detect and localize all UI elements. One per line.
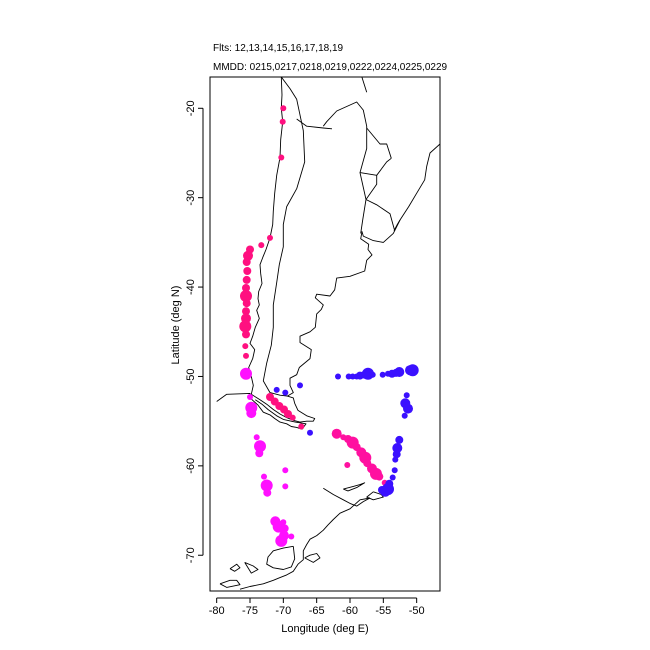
x-tick-label: -65 <box>309 605 325 617</box>
flight-point-1-15 <box>280 524 289 533</box>
flight-point-0-3 <box>267 234 273 241</box>
flight-point-3-33 <box>378 486 386 494</box>
flight-point-1-8 <box>260 479 273 492</box>
flight-point-0-2 <box>278 154 285 161</box>
flight-point-1-7 <box>261 473 267 480</box>
coastline-layer <box>216 77 440 590</box>
flight-point-3-1 <box>282 389 289 396</box>
flight-points-layer <box>239 105 419 547</box>
x-tick-label: -75 <box>242 605 258 617</box>
flight-point-1-11 <box>282 483 289 490</box>
flights-label: Flts: 12,13,14,15,16,17,18,19 <box>213 43 344 54</box>
flight-point-0-0 <box>280 105 287 112</box>
coastline-20 <box>229 563 241 572</box>
flight-point-0-13 <box>242 307 250 316</box>
flight-point-3-27 <box>392 456 399 463</box>
flight-point-1-18 <box>288 533 295 540</box>
flight-point-2-0 <box>331 428 342 439</box>
x-axis: -80 -75 -70 -65 -60 -55 -50 <box>209 597 425 617</box>
flight-point-3-4 <box>335 373 341 380</box>
flight-point-0-26 <box>298 423 305 430</box>
coastline-11 <box>393 219 401 232</box>
flight-point-3-12 <box>379 371 386 378</box>
flight-point-0-10 <box>242 284 250 292</box>
coastline-19 <box>304 553 321 563</box>
flight-point-3-24 <box>395 435 404 444</box>
coastline-6 <box>359 172 367 234</box>
flight-point-3-2 <box>297 382 303 389</box>
flight-point-1-6 <box>255 449 264 458</box>
coastline-13 <box>239 497 371 590</box>
flight-point-3-29 <box>389 474 396 481</box>
coastline-4 <box>296 118 333 130</box>
flight-point-3-11 <box>369 371 376 378</box>
flight-point-3-19 <box>406 364 419 377</box>
dates-label: MMDD: 0215,0217,0218,0219,0222,0224,0225… <box>213 62 448 73</box>
coastline-0 <box>248 77 440 423</box>
y-tick-label: -40 <box>185 279 197 295</box>
flight-point-1-5 <box>254 440 266 453</box>
flight-point-3-25 <box>392 443 403 453</box>
y-tick-label: -30 <box>185 190 197 206</box>
x-tick-label: -60 <box>342 605 358 617</box>
coastline-9 <box>366 127 392 159</box>
x-tick-label: -55 <box>375 605 391 617</box>
coastline-2 <box>216 392 307 430</box>
coastline-5 <box>322 101 392 176</box>
flight-point-2-10 <box>375 472 384 481</box>
coastline-17 <box>244 561 259 574</box>
coastline-18 <box>219 579 241 588</box>
flight-point-3-28 <box>391 467 398 474</box>
flight-point-0-25 <box>289 414 296 421</box>
flight-point-1-4 <box>253 434 260 441</box>
y-tick-label: -60 <box>185 458 197 474</box>
flight-point-0-18 <box>243 352 249 359</box>
flight-point-3-3 <box>307 429 313 436</box>
flight-point-0-4 <box>258 242 265 249</box>
y-axis: -70 -60 -50 -40 -30 -20 <box>185 100 204 563</box>
x-axis-title: Longitude (deg E) <box>281 623 368 635</box>
flight-point-0-8 <box>243 267 252 275</box>
x-tick-label: -50 <box>409 605 425 617</box>
flight-point-0-11 <box>240 290 252 302</box>
x-tick-label: -80 <box>209 605 225 617</box>
coastline-15 <box>366 491 384 501</box>
flight-point-0-7 <box>242 258 251 266</box>
flight-point-0-17 <box>242 343 249 350</box>
flight-point-0-24 <box>284 410 292 418</box>
flight-point-0-9 <box>242 275 251 284</box>
flight-point-3-22 <box>403 403 413 414</box>
flight-point-3-23 <box>401 412 408 419</box>
coastline-3 <box>262 77 306 397</box>
flight-point-1-14 <box>280 519 287 526</box>
flight-point-0-1 <box>279 118 286 125</box>
coastline-14 <box>266 545 296 570</box>
flight-point-1-0 <box>240 367 252 380</box>
y-tick-label: -20 <box>185 100 197 116</box>
flight-point-1-9 <box>263 488 272 497</box>
flight-point-3-20 <box>403 392 410 399</box>
plot-frame <box>209 76 441 592</box>
flight-point-3-0 <box>273 386 280 393</box>
flight-point-0-15 <box>239 320 252 333</box>
flight-point-2-12 <box>344 462 351 468</box>
coastline-12 <box>323 487 371 507</box>
flight-point-1-3 <box>246 408 257 419</box>
flight-point-1-10 <box>282 467 289 474</box>
flight-point-3-16 <box>394 367 405 377</box>
coastline-8 <box>365 199 396 231</box>
x-tick-label: -70 <box>275 605 291 617</box>
y-tick-label: -70 <box>185 547 197 563</box>
flight-point-1-17 <box>275 534 288 547</box>
y-axis-title: Latitude (deg N) <box>170 286 182 365</box>
coastline-7 <box>365 175 378 200</box>
flight-point-0-12 <box>242 299 251 308</box>
flight-point-0-16 <box>242 330 250 339</box>
y-tick-label: -50 <box>185 369 197 385</box>
flight-point-1-1 <box>247 394 253 400</box>
coastline-16 <box>343 482 366 492</box>
flight-point-3-26 <box>392 450 401 459</box>
